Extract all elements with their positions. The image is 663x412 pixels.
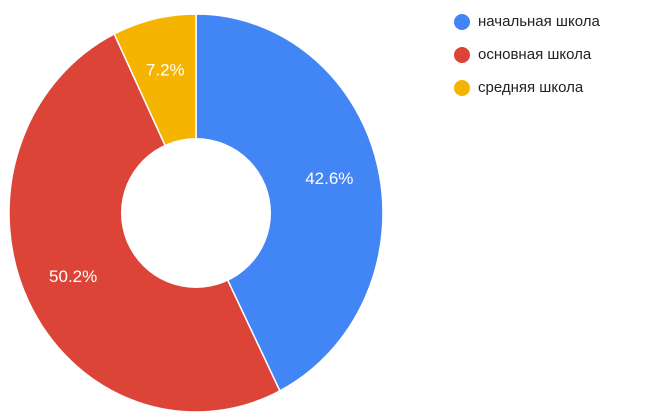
data-label: 42.6% — [305, 169, 353, 188]
donut-hole — [121, 138, 271, 288]
legend-marker — [454, 80, 470, 96]
legend-marker — [454, 47, 470, 63]
legend-marker — [454, 14, 470, 30]
data-label: 7.2% — [146, 60, 185, 79]
legend-label: основная школа — [478, 46, 592, 63]
legend-label: средняя школа — [478, 79, 584, 96]
data-label: 50.2% — [49, 267, 97, 286]
slice — [195, 13, 384, 392]
legend-label: начальная школа — [478, 13, 600, 30]
